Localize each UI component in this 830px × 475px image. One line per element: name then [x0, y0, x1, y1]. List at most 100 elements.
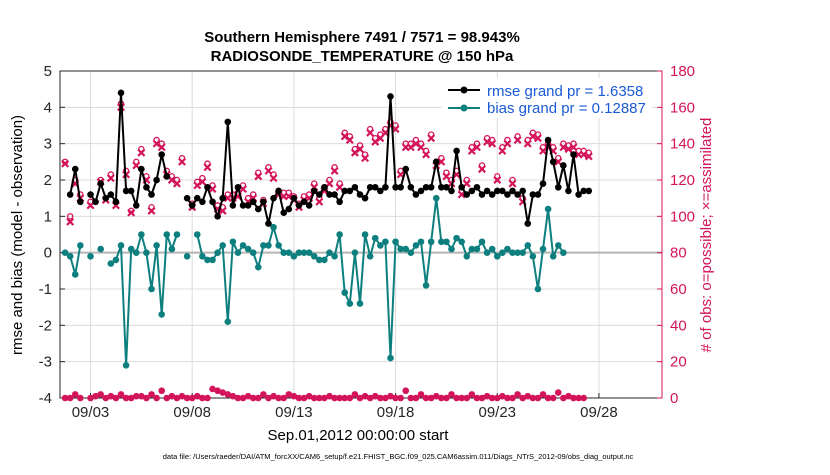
obs-bottom-point	[544, 394, 552, 402]
rmse-point	[300, 198, 308, 206]
obs-bottom-point	[92, 392, 99, 400]
bias-point	[351, 249, 359, 256]
bias-point	[488, 245, 496, 253]
bias-point	[453, 234, 460, 242]
rmse-point	[265, 220, 272, 227]
bias-point	[336, 231, 343, 238]
obs-assimilated-point	[254, 172, 263, 181]
bias-point	[244, 245, 252, 253]
legend: rmse grand pr = 1.6358 bias grand pr = 0…	[442, 78, 652, 118]
obs-bottom-point	[127, 394, 135, 402]
obs-bottom-point	[265, 394, 272, 402]
y2-tick-label: 40	[670, 317, 687, 334]
obs-bottom-point	[290, 392, 298, 400]
obs-bottom-point	[117, 391, 125, 398]
rmse-point	[326, 191, 333, 198]
rmse-point	[331, 191, 338, 198]
bias-point	[331, 252, 338, 260]
obs-assimilated-point	[559, 143, 568, 152]
y-tick-label: 3	[44, 136, 52, 153]
obs-assimilated-point	[203, 163, 212, 172]
rmse-point	[341, 187, 349, 195]
rmse-point	[570, 151, 577, 158]
rmse-point	[514, 191, 521, 198]
x-axis-label: Sep.01,2012 00:00:00 start	[268, 427, 450, 444]
obs-bottom-point	[483, 392, 491, 400]
obs-assimilated-point	[584, 152, 593, 161]
obs-assimilated-point	[361, 154, 370, 163]
rmse-point	[158, 151, 165, 158]
rmse-point	[270, 194, 277, 202]
obs-bottom-point	[529, 394, 537, 402]
x-tick-label: 09/13	[275, 404, 313, 421]
x-tick-label: 09/23	[478, 404, 516, 421]
obs-assimilated-point	[528, 132, 537, 141]
rmse-point	[407, 183, 415, 191]
obs-bottom-point	[300, 394, 308, 402]
obs-bottom-point	[138, 392, 145, 400]
bias-point	[387, 354, 394, 362]
obs-bottom-point	[448, 391, 455, 398]
obs-bottom-point	[499, 392, 506, 400]
obs-bottom-point	[351, 391, 359, 398]
bias-point	[219, 242, 227, 249]
bias-point	[239, 242, 247, 249]
rmse-point	[209, 198, 216, 206]
bias-point	[473, 245, 481, 253]
rmse-point	[458, 183, 465, 191]
obs-assimilated-point	[315, 197, 324, 206]
rmse-point	[199, 198, 206, 206]
obs-bottom-point	[524, 392, 532, 400]
chart-subtitle: RADIOSONDE_TEMPERATURE @ 150 hPa	[211, 48, 514, 65]
obs-bottom-point	[153, 394, 160, 402]
obs-bottom-point	[422, 394, 430, 402]
bias-point	[158, 311, 165, 318]
obs-bottom-point	[143, 394, 150, 402]
bias-point	[448, 245, 455, 253]
obs-assimilated-point	[86, 201, 95, 210]
y-tick-label: 0	[44, 245, 52, 262]
obs-assimilated-point	[61, 159, 70, 168]
obs-assimilated-point	[127, 208, 136, 217]
obs-bottom-point	[346, 394, 354, 402]
rmse-point	[539, 180, 547, 187]
bias-point	[346, 300, 354, 307]
obs-bottom-point	[71, 391, 79, 398]
x-tick-label: 09/28	[580, 404, 618, 421]
obs-bottom-point	[331, 394, 338, 402]
obs-bottom-point	[61, 394, 69, 402]
y-tick-label: 2	[44, 172, 52, 189]
obs-bottom-point	[356, 394, 364, 402]
rmse-point	[473, 183, 481, 191]
rmse-point	[321, 183, 328, 191]
bias-point	[478, 238, 486, 246]
obs-bottom-point	[458, 394, 465, 402]
obs-bottom-point	[77, 394, 84, 402]
obs-assimilated-point	[172, 179, 181, 188]
obs-assimilated-point	[325, 179, 334, 188]
obs-bottom-point	[305, 392, 313, 400]
rmse-point	[422, 183, 430, 191]
bias-point	[193, 231, 201, 238]
obs-bottom-point	[204, 394, 211, 402]
rmse-point	[310, 187, 318, 195]
obs-assimilated-point	[427, 134, 436, 143]
obs-bottom-point	[326, 392, 333, 400]
obs-bottom-point	[402, 387, 410, 395]
bias-point	[295, 249, 303, 256]
obs-bottom-point	[387, 392, 394, 400]
obs-assimilated-point	[132, 161, 141, 170]
obs-assimilated-point	[564, 145, 573, 154]
bias-point	[549, 252, 557, 260]
rmse-point	[580, 187, 587, 195]
obs-bottom-point	[224, 391, 232, 398]
rmse-point	[438, 183, 445, 191]
obs-assimilated-point	[437, 157, 446, 166]
rmse-point	[529, 191, 537, 198]
rmse-point	[219, 194, 227, 202]
bias-point	[148, 285, 155, 293]
obs-bottom-point	[188, 394, 196, 402]
rmse-point	[382, 183, 389, 191]
obs-bottom-point	[382, 394, 389, 402]
obs-assimilated-point	[178, 157, 187, 166]
